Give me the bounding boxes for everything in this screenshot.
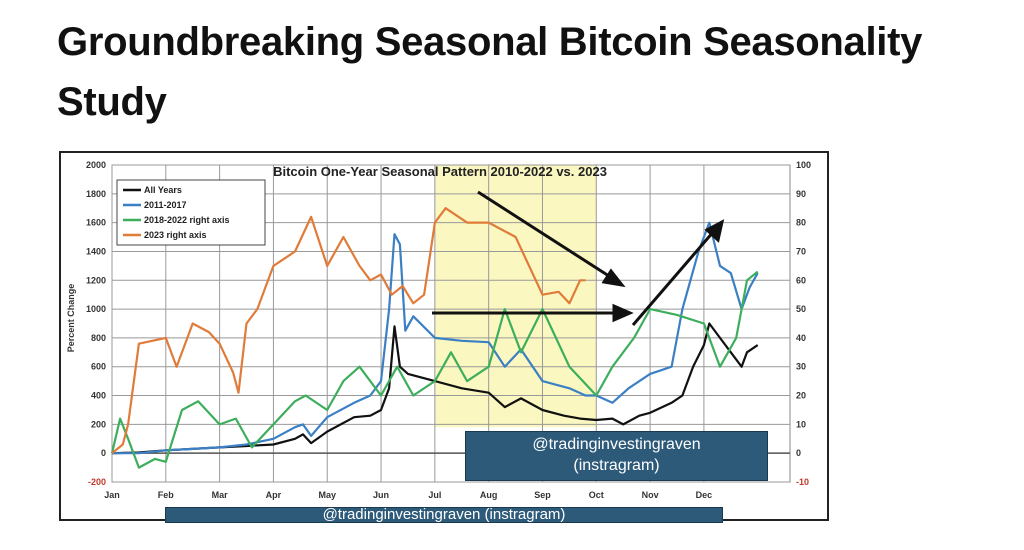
watermark-banner: @tradinginvestingraven (instragram) [165, 507, 723, 523]
x-tick-label: Sep [534, 490, 551, 500]
watermark-box: @tradinginvestingraven (instragram) [465, 431, 768, 481]
y2-tick-label: 10 [796, 419, 806, 429]
y2-tick-label: 70 [796, 246, 806, 256]
legend: All Years 2011-2017 2018-2022 right axis 20… [116, 179, 266, 246]
y2-tick-label: 30 [796, 362, 806, 372]
y2-tick-label: 80 [796, 218, 806, 228]
y2-tick-label: 0 [796, 448, 801, 458]
x-tick-label: Jun [373, 490, 389, 500]
grid [111, 164, 791, 483]
legend-label: 2018-2022 right axis [144, 215, 230, 225]
x-tick-label: Dec [696, 490, 713, 500]
y-tick-label: 0 [101, 448, 106, 458]
watermark-handle: @tradinginvestingraven [532, 436, 701, 453]
y-tick-label: 200 [91, 419, 106, 429]
y2-tick-label: 60 [796, 275, 806, 285]
x-tick-label: May [318, 490, 336, 500]
downtrend-arrow [477, 190, 613, 280]
y2-tick-label: 20 [796, 391, 806, 401]
series-line-2011-2017 [112, 221, 759, 455]
uptrend-arrow [631, 230, 716, 326]
x-tick-label: Aug [480, 490, 498, 500]
y-axis-label: Percent Change [66, 284, 76, 353]
y-tick-label: -200 [88, 477, 106, 487]
highlight-region [434, 165, 597, 428]
y-tick-label: 2000 [86, 160, 106, 170]
y-tick-label: 1000 [86, 304, 106, 314]
y2-tick-label: 50 [796, 304, 806, 314]
chart-title: Bitcoin One-Year Seasonal Pattern 2010-2… [273, 164, 607, 179]
y-tick-label: 1600 [86, 218, 106, 228]
y-tick-label: 1800 [86, 189, 106, 199]
x-tick-label: Feb [158, 490, 175, 500]
series-line-all-years [111, 322, 759, 455]
watermark-platform: (instragram) [573, 457, 660, 474]
y2-tick-label: 100 [796, 160, 811, 170]
page-title: Groundbreaking Seasonal Bitcoin Seasonal… [57, 20, 923, 124]
x-tick-label: Nov [642, 490, 659, 500]
y-tick-label: 800 [91, 333, 106, 343]
series-line-2023-right-axis [111, 207, 586, 455]
y2-tick-label: 40 [796, 333, 806, 343]
legend-label: 2011-2017 [144, 200, 187, 210]
x-tick-label: Jul [428, 490, 441, 500]
x-tick-label: Mar [212, 490, 229, 500]
x-tick-label: Apr [266, 490, 282, 500]
x-tick-label: Jan [104, 490, 120, 500]
y2-tick-label: 90 [796, 189, 806, 199]
y-tick-label: 1200 [86, 275, 106, 285]
arrowhead [704, 219, 725, 243]
y-tick-label: 600 [91, 362, 106, 372]
arrows [432, 190, 725, 326]
y-tick-label: 400 [91, 391, 106, 401]
legend-label: All Years [144, 185, 182, 195]
series-line-2018-2022-right-axis [110, 270, 759, 469]
legend-label: 2023 right axis [144, 230, 207, 240]
x-tick-label: Oct [589, 490, 604, 500]
arrowhead [612, 303, 634, 323]
y2-tick-label: -10 [796, 477, 809, 487]
arrowhead [601, 268, 626, 288]
legend-box [116, 179, 266, 246]
y-tick-label: 1400 [86, 246, 106, 256]
